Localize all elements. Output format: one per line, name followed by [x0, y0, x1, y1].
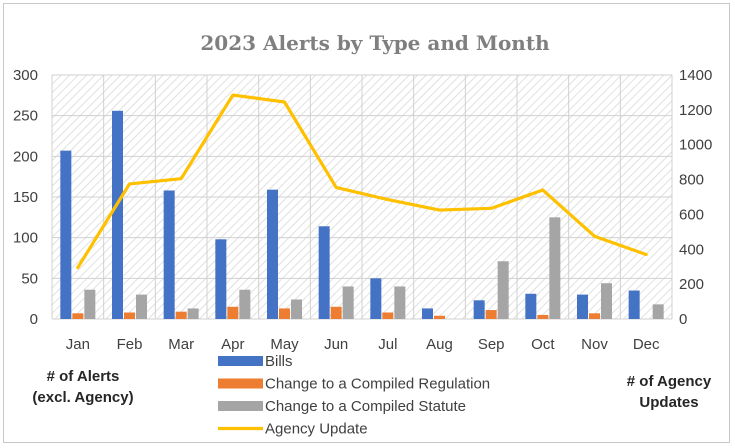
bar-change-to-a-compiled-statute [652, 304, 664, 319]
bars [60, 110, 664, 319]
bar-change-to-a-compiled-statute [239, 289, 251, 319]
bar-bills [267, 189, 278, 319]
bar-bills [215, 239, 227, 319]
bar-bills [628, 290, 640, 319]
right-axis-label: # of Agency Updates [594, 371, 735, 413]
bar-change-to-a-compiled-regulation [330, 306, 342, 319]
tick-labels: 0 50 100 150 200 250 300 0 200 400 600 800 1000 1200 1… [13, 67, 712, 353]
legend: Bills Change to a Compiled Regulation Chan… [218, 353, 490, 438]
legend-swatch-change-to-a-compiled-statute [218, 401, 263, 411]
y-left-tick-label: 100 [13, 230, 38, 247]
bar-bills [112, 110, 123, 319]
right-axis-label-line1: # of Agency [626, 373, 712, 390]
bar-change-to-a-compiled-regulation [175, 311, 187, 319]
bar-change-to-a-compiled-statute [84, 289, 96, 319]
x-tick-label: Jun [324, 336, 348, 353]
left-axis-label-line1: # of Alerts [46, 368, 120, 385]
bar-change-to-a-compiled-statute [549, 217, 561, 319]
x-tick-label: Jan [66, 336, 90, 353]
bar-change-to-a-compiled-regulation [589, 313, 600, 319]
bar-bills [473, 300, 485, 319]
right-axis-label-line2: Updates [639, 394, 699, 411]
x-tick-label: Nov [581, 336, 608, 353]
y-left-tick-label: 250 [13, 108, 38, 125]
y-right-tick-label: 200 [679, 276, 704, 293]
x-tick-label: Mar [168, 336, 194, 353]
x-tick-label: Apr [221, 336, 244, 353]
bar-change-to-a-compiled-statute [187, 308, 199, 319]
y-right-tick-label: 1000 [679, 137, 712, 154]
bar-change-to-a-compiled-regulation [485, 310, 497, 319]
bar-bills [370, 278, 382, 319]
bar-bills [525, 293, 537, 319]
y-right-tick-label: 0 [679, 311, 687, 328]
bar-change-to-a-compiled-statute [342, 286, 354, 319]
legend-label-agency-update: Agency Update [265, 421, 368, 438]
bar-bills [318, 226, 330, 319]
bar-change-to-a-compiled-regulation [382, 312, 394, 319]
bar-change-to-a-compiled-regulation [434, 315, 445, 319]
bar-change-to-a-compiled-regulation [124, 312, 135, 319]
agency-update-line-layer [76, 93, 648, 270]
bar-change-to-a-compiled-statute [136, 294, 147, 319]
x-tick-label: Dec [633, 336, 660, 353]
y-left-tick-label: 200 [13, 148, 38, 165]
y-right-tick-label: 400 [679, 241, 704, 258]
chart-title: 2023 Alerts by Type and Month [200, 31, 550, 55]
y-right-tick-label: 1400 [679, 67, 712, 84]
bar-change-to-a-compiled-regulation [72, 313, 84, 319]
left-axis-label: # of Alerts (excl. Agency) [8, 366, 158, 408]
bar-change-to-a-compiled-statute [291, 299, 302, 319]
y-left-tick-label: 300 [13, 67, 38, 84]
bar-bills [60, 150, 72, 319]
bar-change-to-a-compiled-regulation [279, 308, 290, 319]
x-tick-label: Aug [426, 336, 453, 353]
x-tick-label: Oct [531, 336, 555, 353]
legend-swatch-change-to-a-compiled-regulation [218, 378, 263, 389]
y-left-tick-label: 0 [30, 311, 38, 328]
bar-bills [577, 294, 588, 319]
bar-change-to-a-compiled-statute [394, 286, 406, 319]
bar-change-to-a-compiled-regulation [537, 314, 549, 319]
y-right-tick-label: 1200 [679, 102, 712, 119]
bar-bills [163, 190, 175, 319]
bar-change-to-a-compiled-regulation [227, 306, 239, 319]
left-axis-label-line2: (excl. Agency) [32, 389, 134, 406]
x-tick-label: Feb [117, 336, 143, 353]
legend-label-bills: Bills [265, 353, 293, 370]
x-tick-label: Sep [478, 336, 505, 353]
x-tick-label: May [270, 336, 299, 353]
y-left-tick-label: 150 [13, 189, 38, 206]
y-right-tick-label: 800 [679, 172, 704, 189]
y-left-tick-label: 50 [21, 270, 38, 287]
bar-change-to-a-compiled-statute [497, 261, 509, 319]
agency-update-line [76, 93, 648, 270]
bar-change-to-a-compiled-statute [601, 283, 612, 319]
x-tick-label: Jul [378, 336, 397, 353]
legend-label-change-to-a-compiled-statute: Change to a Compiled Statute [265, 398, 466, 415]
bar-bills [422, 308, 433, 319]
y-right-tick-label: 600 [679, 206, 704, 223]
legend-swatch-bills [218, 356, 263, 366]
gridlines [51, 74, 673, 320]
legend-label-change-to-a-compiled-regulation: Change to a Compiled Regulation [265, 376, 490, 393]
